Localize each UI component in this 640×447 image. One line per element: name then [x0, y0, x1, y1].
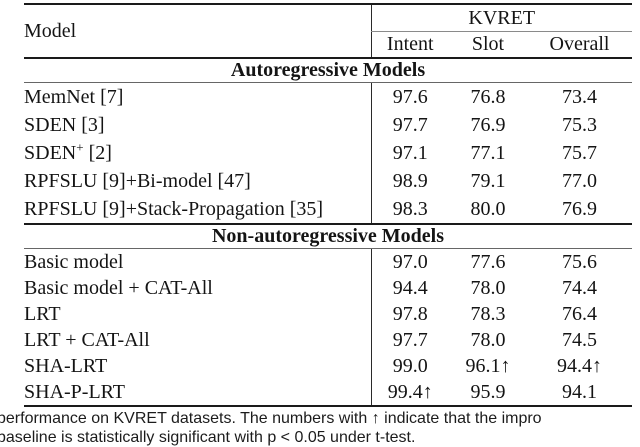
model-name: LRT + CAT-All — [24, 328, 150, 351]
overall-value: 75.7 — [562, 141, 597, 164]
column-group-header-kvret: KVRET — [370, 4, 632, 32]
intent-value: 98.9 — [370, 167, 449, 195]
table-row: RPFSLU [9]+Stack-Propagation [35] 98.3 8… — [24, 195, 632, 225]
column-header-slot: Slot — [449, 31, 527, 59]
model-name: MemNet [7] — [24, 85, 124, 108]
results-table-container: Model KVRET Intent Slot Overall Autoregr… — [24, 3, 632, 407]
slot-value: 78.3 — [470, 302, 506, 325]
model-name-reference: [2] — [83, 141, 112, 164]
slot-value: 76.8 — [470, 85, 506, 108]
slot-value: 78.0 — [470, 276, 506, 299]
overall-value: 76.4 — [562, 302, 597, 325]
model-name: Basic model + CAT-All — [24, 276, 213, 299]
slot-value: 76.9 — [470, 113, 506, 136]
table-row: LRT + CAT-All 97.7 78.0 74.5 — [24, 327, 632, 353]
model-name: SDEN [3] — [24, 113, 105, 136]
intent-value: 97.8 — [370, 301, 449, 327]
table-row: SHA-P-LRT 99.4↑ 95.9 94.1 — [24, 379, 632, 406]
table-row: SDEN+ [2] 97.1 77.1 75.7 — [24, 139, 632, 167]
slot-value-best: 96.1↑ — [465, 354, 511, 377]
model-name: SDEN+ [2] — [24, 139, 371, 167]
model-name: Basic model — [24, 250, 124, 273]
intent-value: 97.0 — [370, 248, 449, 275]
caption-line-2-clipped: baseline is statistically significant wi… — [0, 429, 416, 446]
overall-value: 75.3 — [562, 113, 597, 136]
table-row: MemNet [7] 97.6 76.8 73.4 — [24, 82, 632, 111]
model-name-base: SDEN — [24, 141, 77, 164]
overall-value: 74.5 — [562, 328, 597, 351]
column-header-intent: Intent — [370, 31, 449, 59]
slot-value: 77.1 — [470, 141, 506, 164]
slot-value: 79.1 — [470, 169, 506, 192]
model-name: RPFSLU [9]+Bi-model [47] — [24, 169, 251, 192]
table-row: SDEN [3] 97.7 76.9 75.3 — [24, 111, 632, 139]
model-name: RPFSLU [9]+Stack-Propagation [35] — [24, 195, 371, 225]
overall-value: 94.1 — [562, 380, 597, 403]
intent-value: 97.1 — [370, 139, 449, 167]
overall-value: 74.4 — [562, 276, 597, 299]
table-row: Basic model 97.0 77.6 75.6 — [24, 248, 632, 275]
section-header-non-autoregressive: Non-autoregressive Models — [24, 224, 632, 249]
overall-value: 73.4 — [562, 85, 597, 108]
caption-line-1: performance on KVRET datasets. The numbe… — [0, 410, 542, 427]
column-header-overall: Overall — [527, 31, 632, 59]
overall-value: 76.9 — [527, 195, 632, 225]
header-row-subcolumns: Intent Slot Overall — [24, 31, 632, 59]
kvret-results-table: Model KVRET Intent Slot Overall Autoregr… — [24, 3, 632, 407]
intent-value: 99.0 — [370, 353, 449, 379]
slot-value: 78.0 — [470, 328, 506, 351]
intent-value: 94.4 — [370, 275, 449, 301]
section-title: Autoregressive Models — [24, 58, 632, 83]
slot-value: 80.0 — [449, 195, 527, 225]
table-row: LRT 97.8 78.3 76.4 — [24, 301, 632, 327]
slot-value: 95.9 — [470, 380, 506, 403]
overall-value: 77.0 — [562, 169, 597, 192]
model-name: SHA-LRT — [24, 354, 108, 377]
intent-value: 97.6 — [370, 82, 449, 111]
table-row: SHA-LRT 99.0 96.1↑ 94.4↑ — [24, 353, 632, 379]
overall-value: 75.6 — [562, 250, 597, 273]
model-name: LRT — [24, 302, 61, 325]
intent-value: 97.7 — [370, 327, 449, 353]
model-name-superscript: + — [76, 139, 84, 154]
intent-value: 98.3 — [370, 195, 449, 225]
intent-value: 97.7 — [370, 111, 449, 139]
table-row: RPFSLU [9]+Bi-model [47] 98.9 79.1 77.0 — [24, 167, 632, 195]
table-caption: performance on KVRET datasets. The numbe… — [0, 409, 640, 447]
overall-value-best: 94.4↑ — [557, 354, 602, 377]
table-row: Basic model + CAT-All 94.4 78.0 74.4 — [24, 275, 632, 301]
column-header-model: Model — [24, 4, 371, 59]
slot-value: 77.6 — [470, 250, 506, 273]
intent-value-best: 99.4↑ — [370, 379, 449, 406]
header-row-group: Model KVRET — [24, 4, 632, 59]
section-title: Non-autoregressive Models — [24, 224, 632, 249]
section-header-autoregressive: Autoregressive Models — [24, 58, 632, 83]
model-name: SHA-P-LRT — [24, 380, 126, 403]
